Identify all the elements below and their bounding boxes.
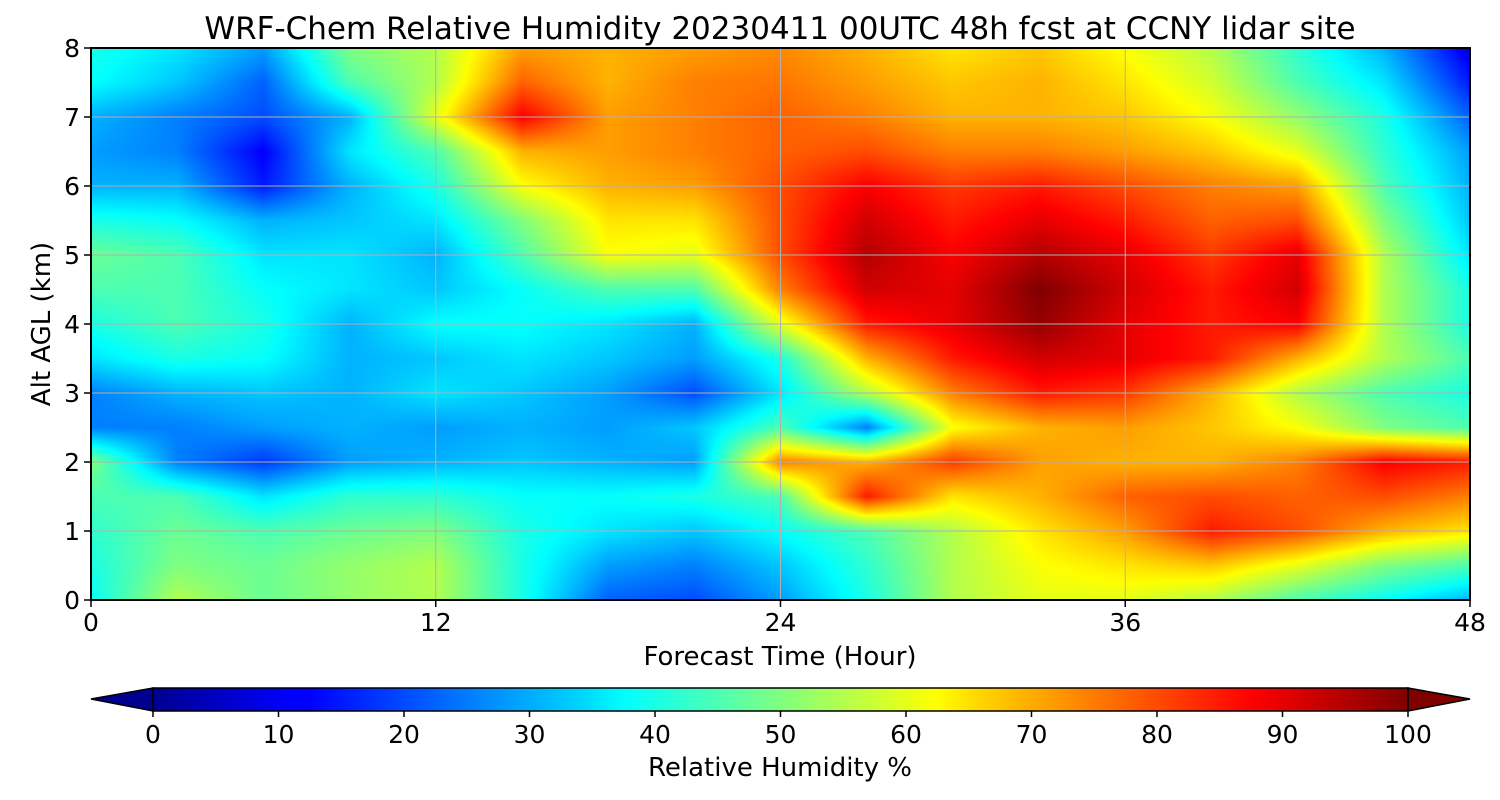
colorbar-extend-high <box>1407 687 1471 712</box>
y-axis-label: Alt AGL (km) <box>27 242 57 406</box>
y-tick-label: 5 <box>64 241 80 270</box>
x-tick-label: 24 <box>765 608 797 637</box>
colorbar-label: Relative Humidity % <box>648 753 912 783</box>
y-tick-label: 1 <box>64 517 80 546</box>
y-tick-label: 7 <box>64 103 80 132</box>
colorbar-tick-label: 30 <box>514 720 546 749</box>
colorbar-tick-label: 60 <box>890 720 922 749</box>
y-tick-label: 0 <box>64 586 80 615</box>
y-tick-label: 6 <box>64 172 80 201</box>
colorbar-tick-label: 100 <box>1384 720 1432 749</box>
colorbar-tick-label: 20 <box>388 720 420 749</box>
y-tick-label: 8 <box>64 34 80 63</box>
colorbar-body <box>152 687 1409 712</box>
colorbar-tick-label: 70 <box>1016 720 1048 749</box>
y-tick-label: 3 <box>64 379 80 408</box>
colorbar-extend-low <box>90 687 154 712</box>
y-tick-label: 2 <box>64 448 80 477</box>
grid-lines <box>91 48 1470 600</box>
x-tick-label: 12 <box>420 608 452 637</box>
x-tick-label: 48 <box>1454 608 1486 637</box>
x-axis: 0 12 24 36 48 <box>83 600 1486 637</box>
x-tick-label: 0 <box>83 608 99 637</box>
y-axis: 0 1 2 3 4 5 6 7 8 <box>64 34 91 615</box>
colorbar-tick-label: 40 <box>639 720 671 749</box>
colorbar-tick-label: 10 <box>263 720 295 749</box>
x-tick-label: 36 <box>1109 608 1141 637</box>
chart-title: WRF-Chem Relative Humidity 20230411 00UT… <box>204 11 1355 47</box>
colorbar-tick-label: 0 <box>145 720 161 749</box>
x-axis-label: Forecast Time (Hour) <box>643 642 916 672</box>
colorbar-tick-label: 50 <box>765 720 797 749</box>
colorbar: 0 10 20 30 40 50 60 70 80 90 100 <box>90 687 1471 749</box>
colorbar-tick-label: 80 <box>1141 720 1173 749</box>
y-tick-label: 4 <box>64 310 80 339</box>
colorbar-tick-label: 90 <box>1267 720 1299 749</box>
colorbar-ticks: 0 10 20 30 40 50 60 70 80 90 100 <box>145 711 1432 749</box>
